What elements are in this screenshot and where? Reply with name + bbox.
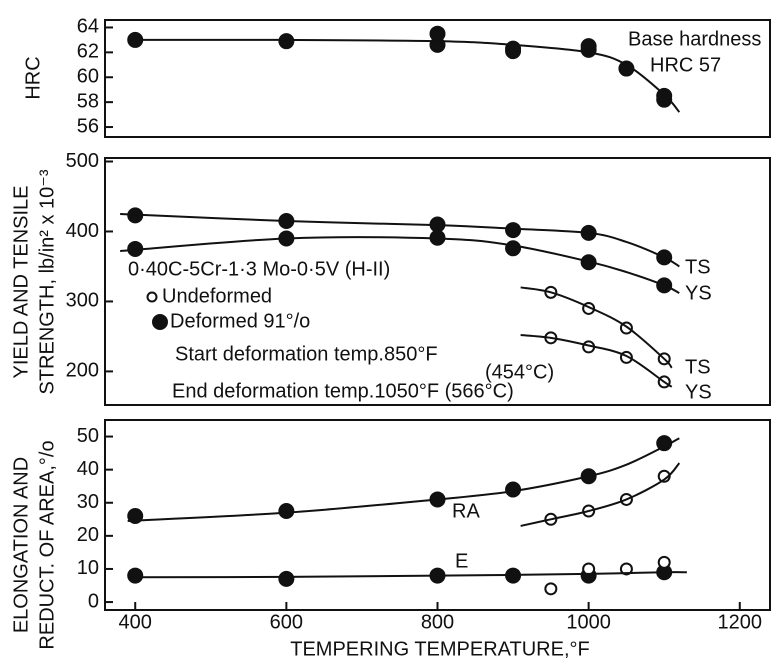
data-point [619, 562, 633, 576]
data-point [127, 567, 144, 584]
curve [127, 437, 680, 522]
x-tick-label: 1000 [566, 611, 611, 633]
data-point [580, 41, 597, 58]
curve [135, 38, 681, 113]
y-axis-title: REDUCT. OF AREA,°/o [36, 440, 58, 649]
y-tick-label: 10 [77, 557, 99, 579]
panel-frame [104, 19, 771, 138]
curve [127, 571, 687, 579]
y-axis-title: ELONGATION AND [10, 457, 32, 633]
y-axis-title: YIELD AND TENSILE [10, 185, 32, 378]
y-axis-title: STRENGTH, lb/in² x 10⁻³ [36, 169, 58, 394]
curve [520, 286, 673, 369]
y-tick-label: 40 [77, 458, 99, 480]
y-tick-label: 60 [77, 66, 99, 88]
curve [120, 236, 680, 294]
data-point [278, 33, 295, 50]
annotation: End deformation temp.1050°F (566°C) [172, 380, 514, 402]
data-point [429, 36, 446, 53]
annotation: E [455, 550, 468, 572]
annotation: RA [452, 500, 480, 522]
annotation: YS [685, 282, 712, 304]
y-tick-label: 64 [77, 16, 99, 38]
data-point [582, 562, 596, 576]
data-point [505, 222, 522, 239]
y-tick-label: 50 [77, 425, 99, 447]
data-point [278, 503, 295, 520]
legend-label: Undeformed [162, 285, 272, 307]
y-tick-label: 400 [66, 220, 99, 242]
annotation: 0·40C-5Cr-1·3 Mo-0·5V (H-II) [128, 258, 390, 280]
legend-marker [152, 314, 168, 330]
annotation: TS [685, 356, 711, 378]
y-tick-label: 30 [77, 491, 99, 513]
y-tick-label: 62 [77, 41, 99, 63]
curve [120, 212, 680, 268]
x-tick-label: 600 [270, 611, 303, 633]
data-point [544, 582, 558, 596]
annotation: HRC 57 [650, 54, 721, 76]
y-tick-label: 200 [66, 360, 99, 382]
curve [520, 462, 681, 527]
y-tick-label: 20 [77, 524, 99, 546]
x-tick-label: 1200 [718, 611, 763, 633]
y-tick-label: 56 [77, 115, 99, 137]
annotation: Start deformation temp.850°F [175, 343, 438, 365]
y-axis-title: HRC [22, 56, 44, 99]
x-tick-label: 400 [119, 611, 152, 633]
annotation: (454°C) [485, 361, 554, 383]
annotation: TS [685, 256, 711, 278]
x-tick-label: 800 [421, 611, 454, 633]
y-tick-label: 500 [66, 150, 99, 172]
legend-marker [146, 291, 158, 303]
data-point [278, 570, 295, 587]
y-tick-label: 0 [88, 590, 99, 612]
annotation: Base hardness [628, 28, 761, 50]
legend-label: Deformed 91°/o [170, 310, 310, 332]
y-tick-label: 58 [77, 90, 99, 112]
y-tick-label: 300 [66, 290, 99, 312]
curve [520, 334, 673, 388]
data-point [505, 240, 522, 257]
annotation: YS [685, 381, 712, 403]
x-axis-title: TEMPERING TEMPERATURE,°F [290, 638, 590, 660]
data-point [657, 555, 671, 569]
panel-frame [104, 157, 771, 406]
data-point [656, 91, 673, 108]
